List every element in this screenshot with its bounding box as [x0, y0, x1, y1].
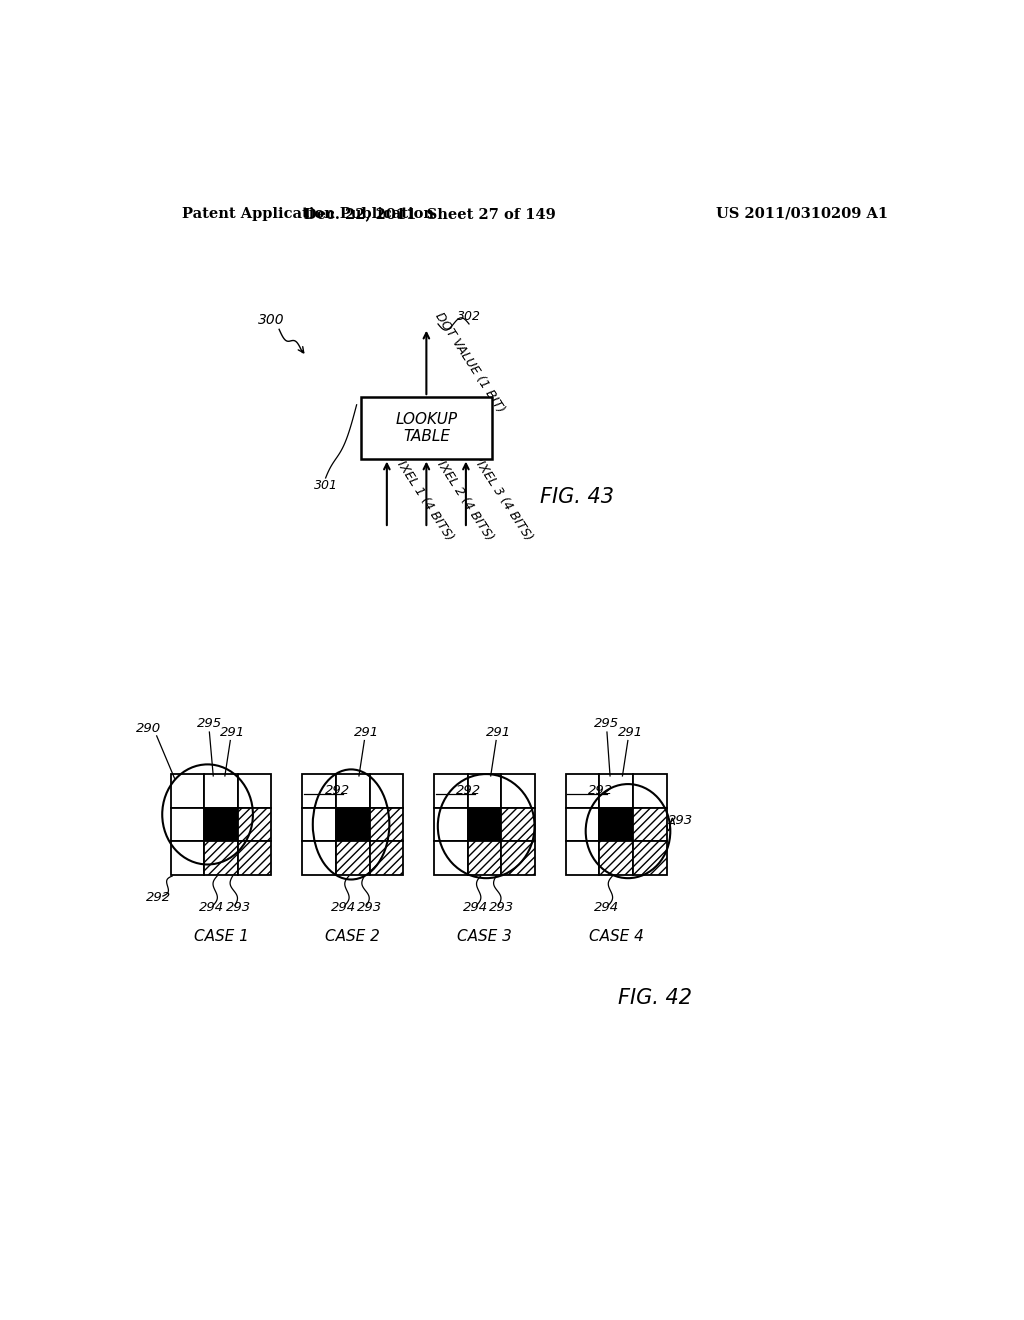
Bar	[599, 775, 633, 808]
Text: CASE 4: CASE 4	[589, 928, 644, 944]
Bar	[502, 775, 535, 808]
Bar	[468, 841, 502, 874]
Text: Patent Application Publication: Patent Application Publication	[182, 207, 434, 220]
Text: 291: 291	[354, 726, 379, 739]
Bar	[302, 775, 336, 808]
Text: 292: 292	[325, 784, 350, 797]
Bar	[633, 775, 667, 808]
Text: PIXEL 1 (4 BITS): PIXEL 1 (4 BITS)	[391, 451, 457, 543]
Text: 302: 302	[457, 310, 481, 323]
Text: 293: 293	[357, 902, 382, 915]
Text: CASE 1: CASE 1	[194, 928, 249, 944]
Bar	[502, 841, 535, 874]
Bar	[171, 808, 204, 841]
Bar	[370, 775, 403, 808]
Text: CASE 2: CASE 2	[326, 928, 380, 944]
Bar	[238, 775, 271, 808]
Text: 291: 291	[617, 726, 643, 739]
Text: 293: 293	[668, 814, 693, 828]
Bar	[360, 397, 493, 459]
Text: 291: 291	[485, 726, 511, 739]
Text: CASE 3: CASE 3	[457, 928, 512, 944]
Text: 293: 293	[225, 902, 251, 915]
Text: LOOKUP
TABLE: LOOKUP TABLE	[395, 412, 458, 444]
Bar	[370, 808, 403, 841]
Bar	[468, 775, 502, 808]
Bar	[468, 808, 502, 841]
Bar	[302, 808, 336, 841]
Text: 293: 293	[489, 902, 514, 915]
Text: 294: 294	[331, 902, 356, 915]
Text: 295: 295	[594, 717, 620, 730]
Text: PIXEL 3 (4 BITS): PIXEL 3 (4 BITS)	[470, 451, 536, 543]
Bar	[204, 808, 238, 841]
Text: 292: 292	[588, 784, 613, 797]
Text: 290: 290	[136, 722, 162, 735]
Bar	[238, 808, 271, 841]
Bar	[336, 808, 370, 841]
Bar	[434, 841, 468, 874]
Text: US 2011/0310209 A1: US 2011/0310209 A1	[716, 207, 888, 220]
Text: 295: 295	[197, 717, 222, 730]
Bar	[302, 841, 336, 874]
Bar	[566, 841, 599, 874]
Bar	[434, 775, 468, 808]
Bar	[171, 775, 204, 808]
Text: 292: 292	[146, 891, 172, 904]
Text: 301: 301	[313, 479, 338, 492]
Text: 294: 294	[463, 902, 487, 915]
Text: DOT VALUE (1 BIT): DOT VALUE (1 BIT)	[432, 310, 507, 414]
Text: FIG. 43: FIG. 43	[541, 487, 614, 507]
Text: Dec. 22, 2011  Sheet 27 of 149: Dec. 22, 2011 Sheet 27 of 149	[304, 207, 556, 220]
Bar	[599, 808, 633, 841]
Text: 292: 292	[457, 784, 481, 797]
Bar	[633, 808, 667, 841]
Bar	[633, 841, 667, 874]
Text: 300: 300	[258, 313, 285, 327]
Bar	[502, 808, 535, 841]
Text: 294: 294	[594, 902, 620, 915]
Bar	[434, 808, 468, 841]
Bar	[566, 775, 599, 808]
Bar	[204, 775, 238, 808]
Text: PIXEL 2 (4 BITS): PIXEL 2 (4 BITS)	[430, 451, 496, 543]
Text: FIG. 42: FIG. 42	[618, 987, 692, 1007]
Bar	[171, 841, 204, 874]
Bar	[370, 841, 403, 874]
Bar	[566, 808, 599, 841]
Bar	[599, 841, 633, 874]
Bar	[336, 841, 370, 874]
Bar	[238, 841, 271, 874]
Text: 294: 294	[199, 902, 224, 915]
Bar	[204, 841, 238, 874]
Bar	[336, 775, 370, 808]
Text: 291: 291	[220, 726, 245, 739]
